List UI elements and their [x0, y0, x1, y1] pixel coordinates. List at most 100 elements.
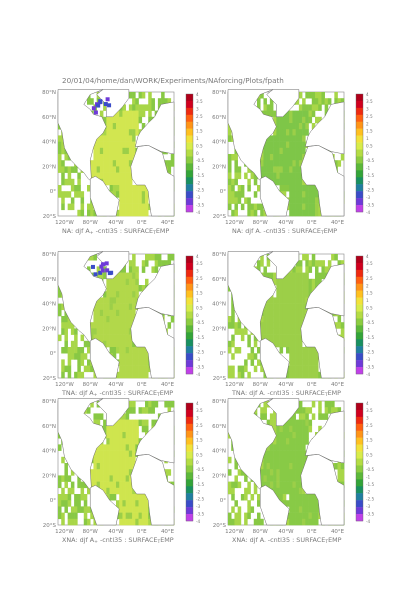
colorbar-tick-label: -0.5 — [366, 158, 375, 163]
colorbar-swatch — [356, 100, 363, 109]
colorbar-tick-label: -0.5 — [196, 158, 205, 163]
colorbar-tick-label: 1.5 — [196, 291, 203, 296]
colorbar-tick-label: 0.5 — [366, 305, 373, 310]
colorbar-tick-label: 0 — [366, 460, 369, 465]
colorbar-swatch — [186, 500, 193, 508]
lat-tick-label: 80°N — [212, 252, 226, 258]
colorbar-swatch — [186, 423, 193, 431]
lat-tick-label: 20°N — [212, 473, 226, 479]
caption-sub: - — [259, 231, 262, 236]
colorbar-tick-label: -2.5 — [196, 350, 205, 355]
colorbar-tick-label: 1 — [196, 445, 199, 450]
lat-tick-label: 40°N — [42, 140, 56, 146]
lon-tick-label: 0°E — [307, 382, 317, 388]
colorbar-swatch — [356, 409, 363, 418]
lon-tick-label: 80°W — [83, 220, 99, 226]
panel-na-aplus: 80°N 60°N 40°N 20°N 0° 20°S 120°W 80°W 40°W 0°E 40… — [34, 88, 214, 238]
caption-rest: -cntl35 : SURFACE — [95, 227, 154, 235]
colorbar-swatch — [186, 311, 193, 319]
colorbar-tick-label: -4 — [366, 519, 371, 524]
colorbar-swatch — [356, 142, 363, 150]
caption-sub2: T — [325, 540, 329, 545]
colorbar-swatch — [356, 269, 363, 278]
caption-prefix: TNA: — [232, 389, 248, 397]
colorbar-tick-label: -2.5 — [366, 497, 375, 502]
colorbar-tick-label: -2 — [196, 489, 201, 494]
colorbar-swatch — [356, 465, 363, 473]
colorbar-swatch — [356, 184, 363, 192]
colorbar-tick-label: -3 — [196, 195, 201, 200]
colorbar-swatch — [186, 256, 193, 264]
lon-tick-label: 40°W — [108, 220, 124, 226]
colorbar-tick-label: -4 — [366, 372, 371, 377]
lon-tick-label: 40°E — [161, 529, 175, 535]
colorbar-tick-label: -2.5 — [366, 350, 375, 355]
colorbar-swatch — [356, 114, 363, 122]
colorbar-swatch — [356, 170, 363, 178]
colorbar-xna-aminus: 4 3.5 3 2.5 2 1.5 1 0.5 0 -0.5 -1 -1.5 -2 -2.5 -3 -3.5 -… — [355, 401, 375, 524]
lat-tick-label: 60°N — [212, 277, 226, 283]
colorbar-swatch — [356, 444, 363, 452]
colorbar-swatch — [356, 493, 363, 501]
colorbar-swatch — [186, 135, 193, 143]
colorbar-tick-label: 2.5 — [366, 276, 373, 281]
colorbar-swatch — [186, 346, 193, 354]
caption-sub2: T — [157, 393, 160, 398]
colorbar-tick-label: -3.5 — [196, 202, 205, 207]
colorbar-swatch — [356, 311, 363, 319]
colorbar-swatch — [356, 276, 363, 284]
lon-tick-label: 80°W — [83, 382, 99, 388]
colorbar-swatch — [186, 430, 193, 438]
colorbar-tick-label: 0 — [366, 313, 369, 318]
lon-tick-label: 40°W — [278, 529, 294, 535]
colorbar-swatch — [186, 507, 193, 515]
caption-prefix: NA: — [232, 227, 244, 235]
colorbar-tick-label: 3.5 — [196, 261, 203, 266]
colorbar-swatch — [356, 107, 363, 116]
colorbar-tick-label: 0.5 — [196, 305, 203, 310]
caption-na-aminus: NA: djf A- -cntl35 : SURFACETEMP — [232, 227, 338, 236]
colorbar-tick-label: -4 — [196, 372, 201, 377]
colorbar-tick-label: -1 — [196, 166, 201, 171]
colorbar-tick-label: 0.5 — [366, 452, 373, 457]
lon-tick-label: 40°W — [108, 529, 124, 535]
lat-tick-label: 0° — [50, 498, 56, 504]
colorbar-swatch — [186, 156, 193, 164]
caption-rest: -cntl35 : SURFACE — [99, 389, 157, 397]
colorbar-swatch — [186, 121, 193, 129]
colorbar-tick-label: 1 — [366, 445, 369, 450]
colorbar-tick-label: 0.5 — [196, 143, 203, 148]
caption-sub: + — [93, 393, 98, 398]
colorbar-tna-aplus: 4 3.5 3 2.5 2 1.5 1 0.5 0 -0.5 -1 -1.5 -2 -2.5 -3 -3.5 -… — [185, 254, 205, 377]
colorbar-tick-label: -0.5 — [196, 320, 205, 325]
colorbar-swatch — [356, 514, 363, 522]
colorbar-tick-label: 2.5 — [196, 423, 203, 428]
lon-tick-label: 80°W — [83, 529, 99, 535]
colorbar-tick-label: -0.5 — [366, 467, 375, 472]
colorbar-tick-label: 4 — [196, 92, 199, 97]
lat-tick-label: 20°S — [43, 214, 57, 220]
lon-tick-label: 120°W — [225, 382, 244, 388]
colorbar-tick-label: 3.5 — [196, 99, 203, 104]
colorbar-tick-label: -1 — [196, 328, 201, 333]
caption-prefix: XNA: — [232, 536, 248, 544]
colorbar-tick-label: 1 — [196, 298, 199, 303]
panel-na-aminus: 80°N 60°N 40°N 20°N 0° 20°S 120°W 80°W 40°W 0°E 40… — [204, 88, 384, 238]
colorbar-tick-label: -0.5 — [366, 320, 375, 325]
lon-tick-label: 40°E — [161, 220, 175, 226]
lon-tick-label: 0°E — [137, 220, 147, 226]
colorbar-swatch — [186, 100, 193, 109]
colorbar-swatch — [186, 514, 193, 522]
colorbar-swatch — [186, 437, 193, 445]
colorbar-tick-label: 2 — [366, 283, 369, 288]
colorbar-tick-label: 2 — [366, 430, 369, 435]
colorbar-swatch — [186, 114, 193, 122]
lon-tick-label: 40°W — [278, 220, 294, 226]
plot-path-header: 20/01/04/home/dan/WORK/Experiments/NAfor… — [62, 76, 284, 85]
colorbar-swatch — [356, 149, 363, 157]
colorbar-swatch — [186, 318, 193, 326]
colorbar-tick-label: -2.5 — [366, 188, 375, 193]
lat-tick-label: 20°N — [212, 164, 226, 170]
